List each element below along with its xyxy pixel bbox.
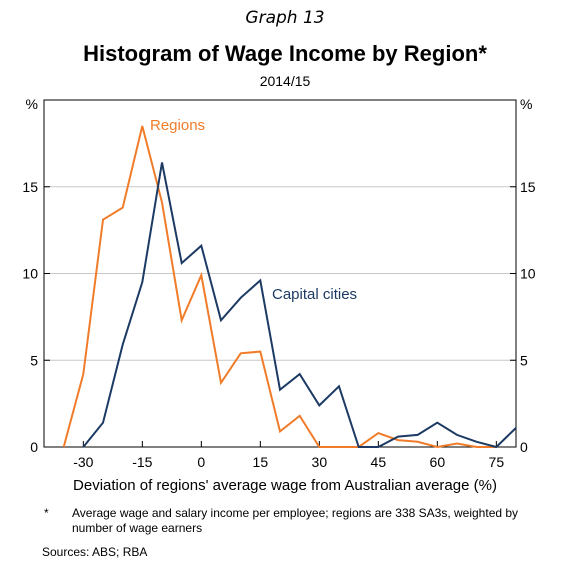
footnote-marker: * bbox=[44, 506, 49, 520]
chart-subtitle: 2014/15 bbox=[259, 73, 311, 89]
x-tick-label: 45 bbox=[371, 454, 387, 470]
x-tick-label: -30 bbox=[73, 454, 93, 470]
x-tick-label: 60 bbox=[430, 454, 446, 470]
y-tick-label-right: 10 bbox=[520, 266, 536, 282]
axis-ticks bbox=[44, 186, 516, 448]
y-tick-label-right: 15 bbox=[520, 179, 536, 195]
footnote-text: Average wage and salary income per emplo… bbox=[72, 506, 519, 535]
series-label-regions: Regions bbox=[150, 117, 205, 134]
gridlines bbox=[44, 186, 516, 361]
series-label-capital-cities: Capital cities bbox=[272, 286, 357, 303]
chart-title: Histogram of Wage Income by Region* bbox=[83, 41, 487, 66]
x-tick-label: 75 bbox=[489, 454, 505, 470]
x-tick-label: 30 bbox=[312, 454, 328, 470]
y-unit-label-left: % bbox=[26, 96, 38, 112]
axis-labels: 0 0 5 5 10 10 15 15% % -30 -15 0 15 30 45 60 75 Regions Ca… bbox=[22, 96, 535, 470]
x-tick-label: 0 bbox=[197, 454, 205, 470]
y-tick-label-right: 0 bbox=[520, 439, 528, 455]
sources-note: Sources: ABS; RBA bbox=[42, 545, 148, 559]
y-unit-label-right: % bbox=[520, 96, 532, 112]
x-axis-title: Deviation of regions' average wage from … bbox=[73, 477, 497, 494]
series-line-regions bbox=[62, 125, 497, 449]
y-tick-label-left: 5 bbox=[30, 352, 38, 368]
graph-number: Graph 13 bbox=[245, 8, 325, 28]
y-tick-label-right: 5 bbox=[520, 352, 528, 368]
series-line-capital-cities bbox=[82, 162, 517, 449]
y-tick-label-left: 0 bbox=[30, 439, 38, 455]
series-lines bbox=[62, 125, 517, 449]
y-tick-label-left: 15 bbox=[22, 179, 38, 195]
x-tick-label: 15 bbox=[253, 454, 269, 470]
y-tick-label-left: 10 bbox=[22, 266, 38, 282]
x-tick-label: -15 bbox=[132, 454, 152, 470]
